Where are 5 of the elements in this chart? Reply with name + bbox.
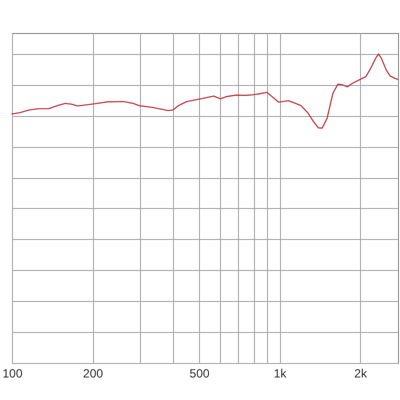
x-tick-label: 500 <box>190 366 210 380</box>
x-tick-label: 200 <box>83 366 104 380</box>
x-tick-label: 100 <box>2 366 23 380</box>
x-tick-label: 1k <box>274 366 288 380</box>
x-tick-label: 2k <box>354 366 368 380</box>
